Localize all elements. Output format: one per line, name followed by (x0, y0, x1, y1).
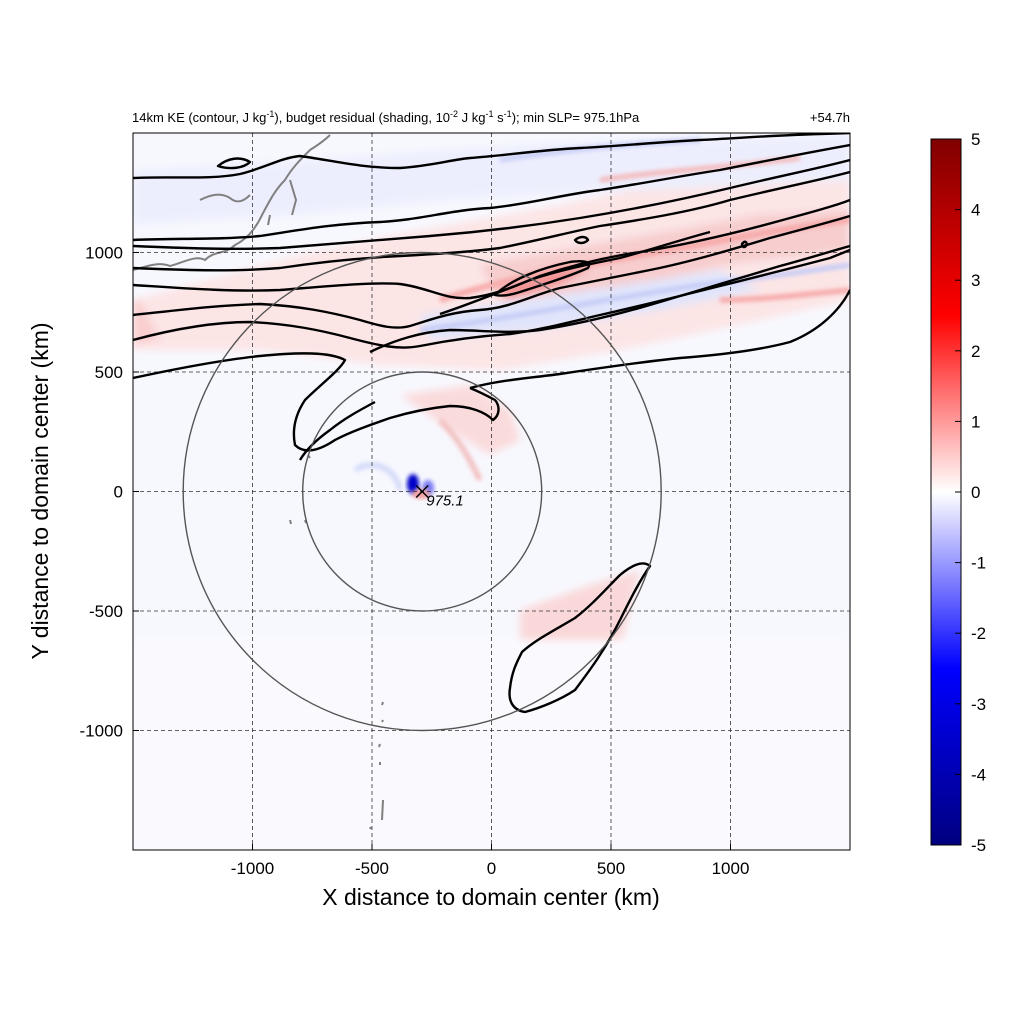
colorbar: 5 4 3 2 1 0 -1 -2 -3 -4 -5 (930, 130, 986, 855)
x-tick-label: 0 (487, 859, 496, 878)
chart-title: 14km KE (contour, J kg-1), budget residu… (132, 109, 640, 125)
y-axis-label: Y distance to domain center (km) (27, 322, 53, 659)
ke-contour (439, 230, 711, 316)
y-axis-ticks: -1000 -500 0 500 1000 (80, 244, 139, 741)
x-axis-ticks: -1000 -500 0 500 1000 (231, 844, 750, 878)
ke-contour (133, 133, 850, 180)
coastline (133, 134, 384, 830)
range-circles (182, 251, 662, 732)
ke-contour (469, 289, 850, 390)
y-tick-label: -500 (89, 602, 123, 621)
positive-patch-core (400, 385, 520, 455)
colorbar-tick-label: 2 (971, 342, 980, 361)
ke-contour (216, 157, 252, 170)
colorbar-tick-label: -5 (971, 836, 986, 855)
x-tick-label: 1000 (712, 859, 750, 878)
core-negative (407, 474, 419, 494)
colorbar-ticks: 5 4 3 2 1 0 -1 -2 -3 -4 -5 (955, 130, 986, 855)
colorbar-tick-label: 0 (971, 483, 980, 502)
y-tick-label: 0 (114, 483, 123, 502)
range-circle (301, 371, 543, 612)
colorbar-tick-label: -3 (971, 695, 986, 714)
time-label: +54.7h (810, 110, 850, 125)
ke-contour (133, 143, 850, 242)
ke-contour (133, 352, 500, 452)
ke-contour (133, 248, 850, 349)
colorbar-tick-label: -4 (971, 765, 986, 784)
colorbar-tick-label: -1 (971, 554, 986, 573)
x-axis-label: X distance to domain center (km) (322, 884, 659, 910)
ke-contour (133, 170, 850, 272)
colorbar-tick-label: -2 (971, 624, 986, 643)
ke-contour (369, 244, 850, 354)
ke-contour (740, 240, 748, 249)
ke-contour (298, 400, 376, 461)
range-circle (182, 251, 662, 732)
colorbar-tick-label: 5 (971, 130, 980, 149)
min-slp-label: 975.1 (426, 493, 464, 510)
ke-contour (133, 214, 850, 329)
x-tick-label: 500 (597, 859, 625, 878)
ke-contours (133, 133, 850, 714)
ke-contour (133, 158, 850, 251)
ke-contour (493, 260, 591, 297)
colorbar-tick-label: 1 (971, 412, 980, 431)
y-tick-label: 500 (95, 363, 123, 382)
y-tick-label: 1000 (85, 244, 123, 263)
colorbar-tick-label: 4 (971, 201, 980, 220)
plot-area: 975.1 (132, 132, 851, 851)
grid (133, 133, 850, 850)
x-tick-label: -500 (355, 859, 389, 878)
storm-center-marker: 975.1 (415, 484, 464, 510)
colorbar-tick-label: 3 (971, 271, 980, 290)
y-tick-label: -1000 (80, 722, 123, 741)
min-slp-cross (415, 484, 429, 499)
ke-contour (573, 235, 590, 245)
x-tick-label: -1000 (231, 859, 274, 878)
negative-band-north (133, 135, 850, 225)
